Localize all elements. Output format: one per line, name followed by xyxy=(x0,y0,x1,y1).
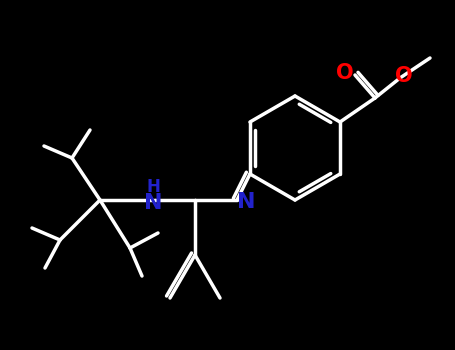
Text: H: H xyxy=(146,178,160,196)
Text: N: N xyxy=(144,193,162,213)
Text: O: O xyxy=(336,63,354,83)
Text: O: O xyxy=(395,66,413,86)
Text: N: N xyxy=(237,192,255,212)
